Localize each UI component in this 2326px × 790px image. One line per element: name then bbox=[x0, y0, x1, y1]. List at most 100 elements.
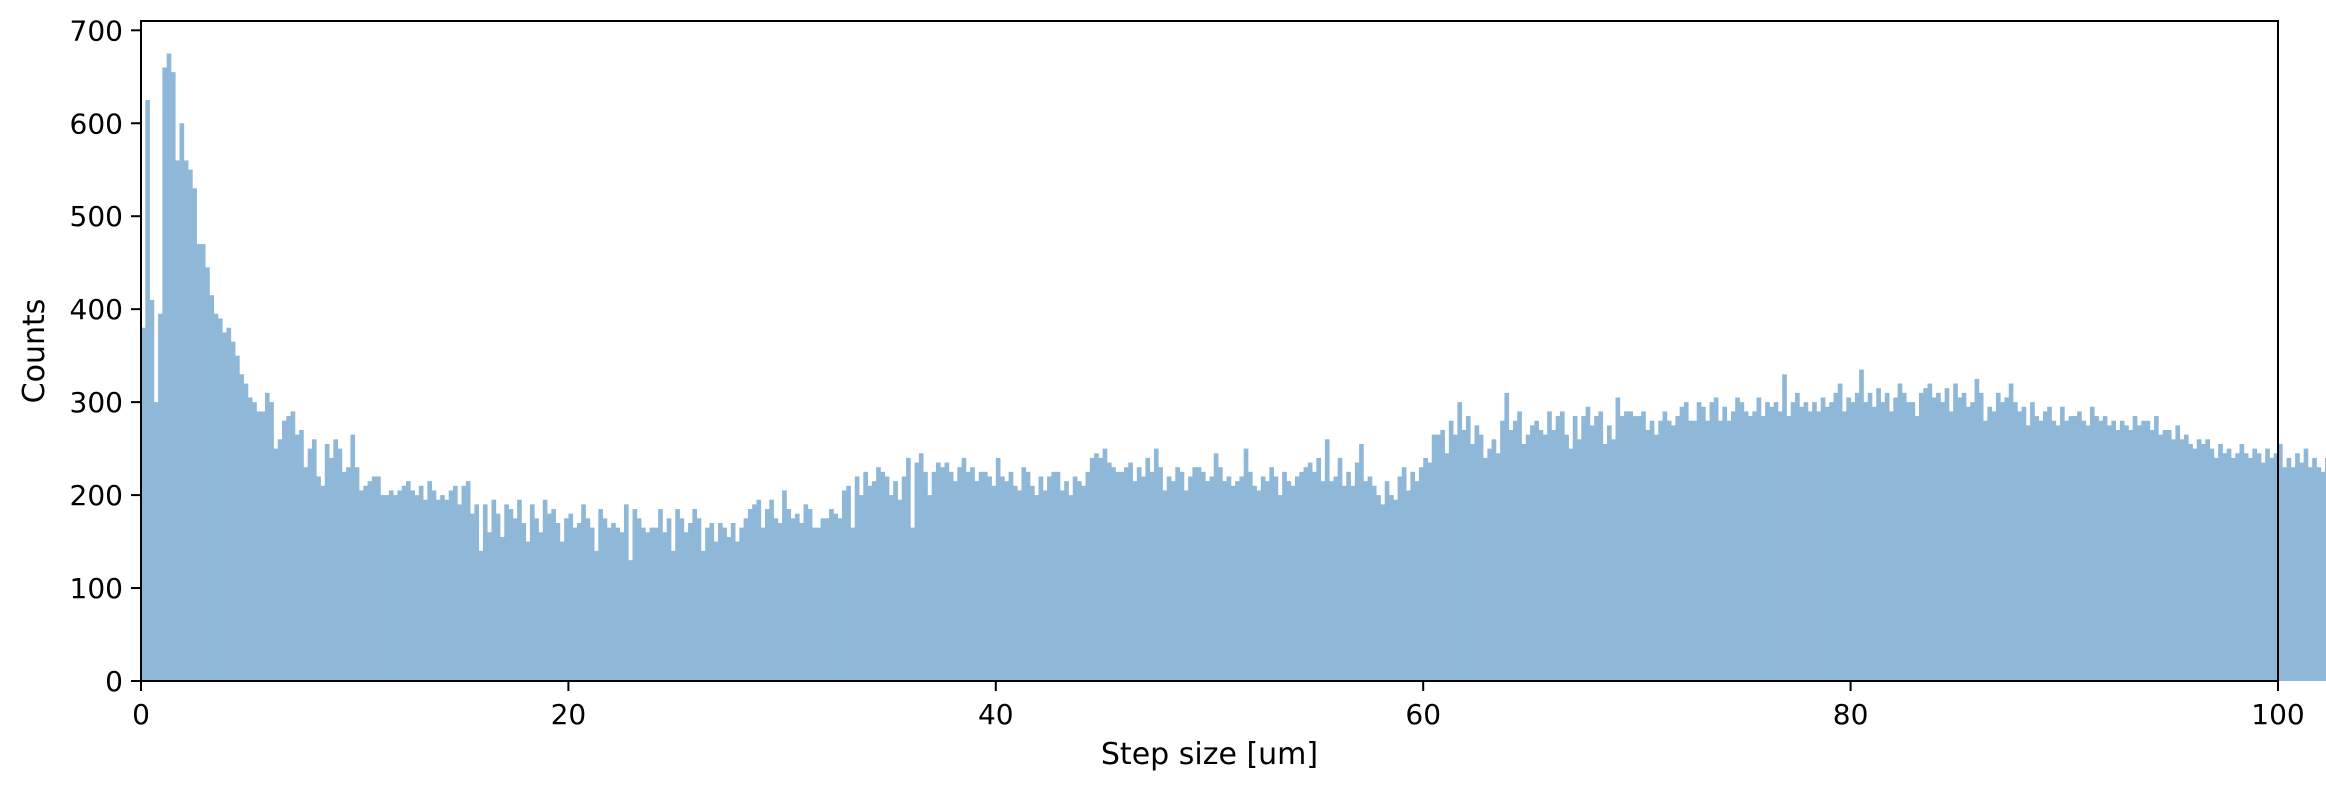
histogram-bar bbox=[837, 518, 843, 681]
histogram-bar bbox=[2188, 443, 2193, 681]
histogram-bar bbox=[346, 467, 351, 681]
histogram-bar bbox=[756, 499, 762, 681]
histogram-bar bbox=[1961, 392, 1967, 681]
histogram-bar bbox=[1743, 411, 1749, 681]
y-tick-label: 300 bbox=[70, 386, 123, 419]
histogram-bar bbox=[615, 527, 621, 681]
histogram-bar bbox=[2047, 406, 2052, 681]
histogram-bar bbox=[196, 244, 202, 681]
histogram-bar bbox=[1701, 406, 1706, 681]
histogram-bar bbox=[927, 495, 933, 681]
histogram-bar bbox=[1431, 434, 1437, 681]
histogram-bar bbox=[1465, 416, 1471, 681]
histogram-bar bbox=[666, 518, 672, 681]
histogram-bar bbox=[324, 443, 330, 681]
histogram-bar bbox=[410, 490, 415, 681]
histogram-bar bbox=[1683, 402, 1689, 681]
histogram-bar bbox=[1628, 411, 1634, 681]
histogram-bar bbox=[1760, 416, 1766, 681]
histogram-bar bbox=[974, 481, 980, 681]
histogram-bar bbox=[1222, 481, 1227, 681]
histogram-bar bbox=[1149, 471, 1155, 681]
histogram-bar bbox=[812, 527, 817, 681]
histogram-bar bbox=[1320, 481, 1326, 681]
histogram-bar bbox=[307, 448, 313, 681]
histogram-bar bbox=[1636, 416, 1642, 681]
x-tick-label: 80 bbox=[1833, 698, 1869, 731]
histogram-bar bbox=[987, 476, 992, 681]
histogram-bar bbox=[833, 513, 839, 681]
histogram-bar bbox=[1034, 495, 1039, 681]
histogram-bar bbox=[1376, 495, 1381, 681]
histogram-bar bbox=[1718, 420, 1723, 681]
histogram-bar bbox=[1017, 490, 1022, 681]
histogram-bar bbox=[1769, 406, 1775, 681]
histogram-bar bbox=[901, 476, 907, 681]
histogram-bar bbox=[841, 490, 847, 681]
histogram-bar bbox=[1812, 402, 1817, 681]
histogram-bar bbox=[1500, 420, 1505, 681]
histogram-bar bbox=[1679, 406, 1685, 681]
histogram-bar bbox=[1196, 467, 1202, 681]
histogram-bar bbox=[1842, 411, 1847, 681]
histogram-bar bbox=[1188, 476, 1193, 681]
histogram-bar bbox=[649, 527, 655, 681]
histogram-bar bbox=[444, 499, 450, 681]
histogram-bar bbox=[2183, 434, 2189, 681]
histogram-bar bbox=[192, 188, 197, 681]
histogram-bar bbox=[2158, 434, 2163, 681]
histogram-bar bbox=[162, 67, 168, 682]
histogram-bar bbox=[1666, 420, 1672, 681]
histogram-bar bbox=[970, 467, 975, 681]
histogram-bar bbox=[1085, 471, 1091, 681]
histogram-bar bbox=[1854, 392, 1860, 681]
histogram-bar bbox=[303, 467, 309, 681]
histogram-bar bbox=[247, 397, 253, 681]
histogram-bar bbox=[1824, 406, 1830, 681]
histogram-bar bbox=[628, 560, 633, 681]
histogram-bar bbox=[1397, 476, 1403, 681]
histogram-bar bbox=[243, 383, 249, 681]
histogram-bar bbox=[487, 532, 492, 681]
histogram-bar bbox=[2085, 425, 2091, 681]
histogram-bar bbox=[508, 509, 514, 681]
histogram-bar bbox=[1256, 490, 1262, 681]
histogram-bar bbox=[1436, 434, 1441, 681]
histogram-bar bbox=[235, 355, 240, 681]
histogram-bar bbox=[521, 522, 527, 681]
histogram-bar bbox=[2299, 462, 2305, 681]
histogram-bar bbox=[2295, 453, 2300, 681]
histogram-bar bbox=[559, 541, 565, 681]
histogram-bar bbox=[1307, 462, 1313, 681]
x-tick-label: 20 bbox=[551, 698, 587, 731]
histogram-bar bbox=[440, 495, 445, 681]
histogram-bar bbox=[1559, 411, 1565, 681]
histogram-bar bbox=[1547, 411, 1552, 681]
histogram-bar bbox=[568, 513, 574, 681]
histogram-bar bbox=[1918, 392, 1924, 681]
histogram-bar bbox=[1598, 411, 1604, 681]
histogram-bar bbox=[427, 481, 433, 681]
histogram-bar bbox=[1901, 392, 1907, 681]
histogram-bar bbox=[2239, 443, 2245, 681]
histogram-bar bbox=[1512, 420, 1518, 681]
histogram-bar bbox=[1200, 471, 1206, 681]
y-tick-label: 100 bbox=[70, 572, 123, 605]
histogram-bar bbox=[1987, 406, 1993, 681]
histogram-bar bbox=[273, 448, 279, 681]
histogram-bar bbox=[1542, 434, 1548, 681]
histogram-bar bbox=[1876, 388, 1881, 681]
histogram-bar bbox=[2124, 425, 2129, 681]
histogram-bar bbox=[397, 490, 403, 681]
histogram-bar bbox=[713, 541, 719, 681]
histogram-bar bbox=[158, 313, 163, 681]
histogram-bar bbox=[829, 509, 834, 681]
histogram-bar bbox=[1418, 467, 1424, 681]
histogram-bar bbox=[500, 536, 505, 681]
histogram-bar bbox=[1470, 443, 1475, 681]
histogram-bar bbox=[239, 374, 244, 681]
histogram-bar bbox=[863, 471, 868, 681]
histogram-bar bbox=[636, 518, 642, 681]
histogram-bar bbox=[696, 518, 702, 681]
histogram-bar bbox=[1871, 406, 1877, 681]
